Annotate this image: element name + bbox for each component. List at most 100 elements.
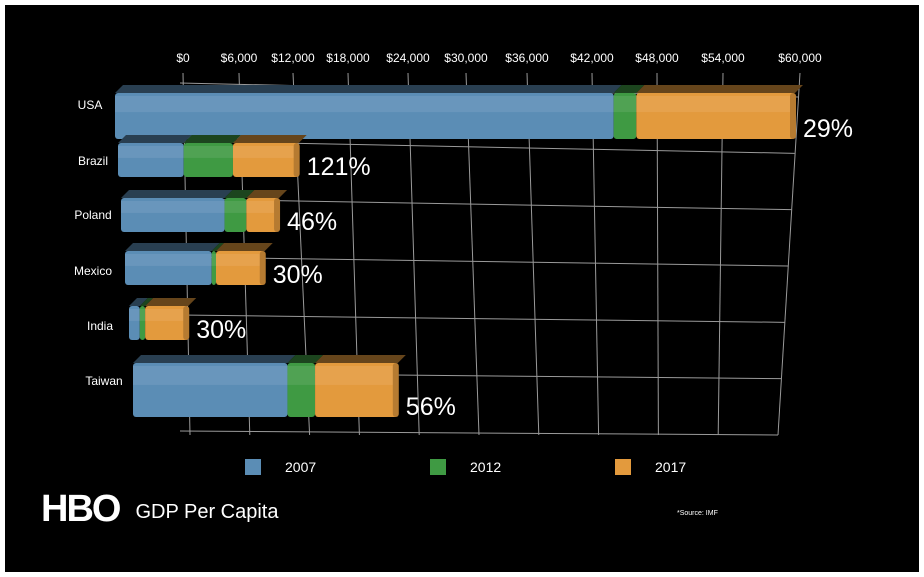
bar-top-face [139, 298, 154, 306]
source-note: *Source: IMF [677, 510, 718, 517]
x-tick-label: $48,000 [635, 51, 679, 65]
legend-item-2007: 2007 [245, 456, 316, 478]
grid-line-h [179, 256, 789, 267]
bar-top-face [125, 243, 220, 251]
category-label: Mexico [74, 264, 112, 278]
bar-top-face [636, 85, 803, 93]
bar-highlight [216, 254, 265, 266]
category-label: Taiwan [85, 374, 122, 388]
growth-label: 30% [273, 261, 323, 289]
brand-block: HBO GDP Per Capita [41, 490, 278, 528]
bar-end-cap [259, 251, 266, 285]
bar-top-face [315, 355, 406, 363]
x-tick-label: $30,000 [444, 51, 488, 65]
bar-segment [121, 198, 225, 232]
grid-line-h [179, 198, 792, 211]
bar-top-face [115, 85, 622, 93]
bar-highlight [129, 309, 140, 321]
bar-top-face [118, 135, 192, 143]
bar-highlight [224, 201, 247, 213]
bar-top-face [129, 298, 148, 306]
bar-top-face [246, 190, 288, 198]
bar-top-face [121, 190, 233, 198]
growth-label: 56% [406, 393, 456, 421]
x-tick-label: $0 [176, 51, 190, 65]
bar-highlight [287, 366, 316, 385]
bar-top-face [287, 355, 324, 363]
bar-highlight [118, 146, 184, 158]
bar-highlight [636, 96, 795, 113]
bar-end-cap [183, 306, 190, 340]
bar-segment [636, 93, 795, 139]
grid-line-v [777, 72, 801, 436]
category-label: USA [78, 98, 103, 112]
bar-segment [133, 363, 288, 417]
bar-top-face [133, 355, 296, 363]
x-tick-label: $6,000 [221, 51, 258, 65]
bar-top-face [211, 243, 224, 251]
bar-highlight [125, 254, 212, 266]
legend-label-2012: 2012 [470, 459, 502, 475]
bar-highlight [139, 309, 146, 321]
bar-segment [125, 251, 212, 285]
bar-segment [139, 306, 146, 340]
bar-top-face [232, 135, 307, 143]
bar-top-face [613, 85, 645, 93]
bar-highlight [145, 309, 189, 321]
chart-stage: $0 $6,000 $12,000 $18,000 $24,000 $30,000 $36,… [5, 5, 919, 572]
x-tick-label: $60,000 [778, 51, 822, 65]
growth-label: 46% [287, 208, 337, 236]
bar-group [118, 135, 307, 177]
legend-item-2017: 2017 [615, 456, 686, 478]
bar-segment [224, 198, 247, 232]
bar-highlight [613, 96, 637, 113]
bar-group [133, 355, 406, 417]
bar-top-face [216, 243, 273, 251]
legend-item-2012: 2012 [430, 456, 501, 478]
bar-segment [115, 93, 614, 139]
bar-segment [183, 143, 233, 177]
bar-segment [613, 93, 637, 139]
x-tick-label: $42,000 [570, 51, 614, 65]
bar-highlight [211, 254, 216, 266]
category-label: Brazil [78, 154, 108, 168]
bar-highlight [115, 96, 614, 113]
bar-highlight [315, 366, 398, 385]
legend-label-2017: 2017 [655, 459, 687, 475]
bar-segment [118, 143, 184, 177]
hbo-logo: HBO [41, 488, 121, 530]
bar-top-face [145, 298, 197, 306]
bar-segment [315, 363, 398, 417]
growth-label: 121% [307, 153, 371, 181]
category-label: Poland [74, 208, 111, 222]
x-tick-label: $54,000 [701, 51, 745, 65]
bar-segment [232, 143, 299, 177]
bar-segment [129, 306, 140, 340]
bar-highlight [246, 201, 280, 213]
grid-line-h [179, 314, 785, 323]
x-tick-label: $24,000 [386, 51, 430, 65]
x-tick-label: $12,000 [271, 51, 315, 65]
legend-swatch-2007 [245, 459, 261, 475]
growth-label: 29% [803, 115, 853, 143]
bar-segment [145, 306, 189, 340]
bar-group [121, 190, 288, 232]
category-label: India [87, 319, 113, 333]
bar-highlight [183, 146, 233, 158]
bar-group [115, 85, 803, 139]
bar-end-cap [293, 143, 300, 177]
legend-label-2007: 2007 [285, 459, 317, 475]
bar-highlight [121, 201, 225, 213]
bar-group [129, 298, 197, 340]
bar-segment [246, 198, 280, 232]
bar-top-face [224, 190, 255, 198]
legend-swatch-2017 [615, 459, 631, 475]
bar-segment [211, 251, 216, 285]
bar-end-cap [274, 198, 281, 232]
x-tick-label: $18,000 [326, 51, 370, 65]
bar-highlight [232, 146, 299, 158]
gdp-chart: $0 $6,000 $12,000 $18,000 $24,000 $30,000 $36,… [74, 51, 853, 436]
bar-segment [216, 251, 265, 285]
bar-top-face [183, 135, 241, 143]
bar-end-cap [392, 363, 399, 417]
